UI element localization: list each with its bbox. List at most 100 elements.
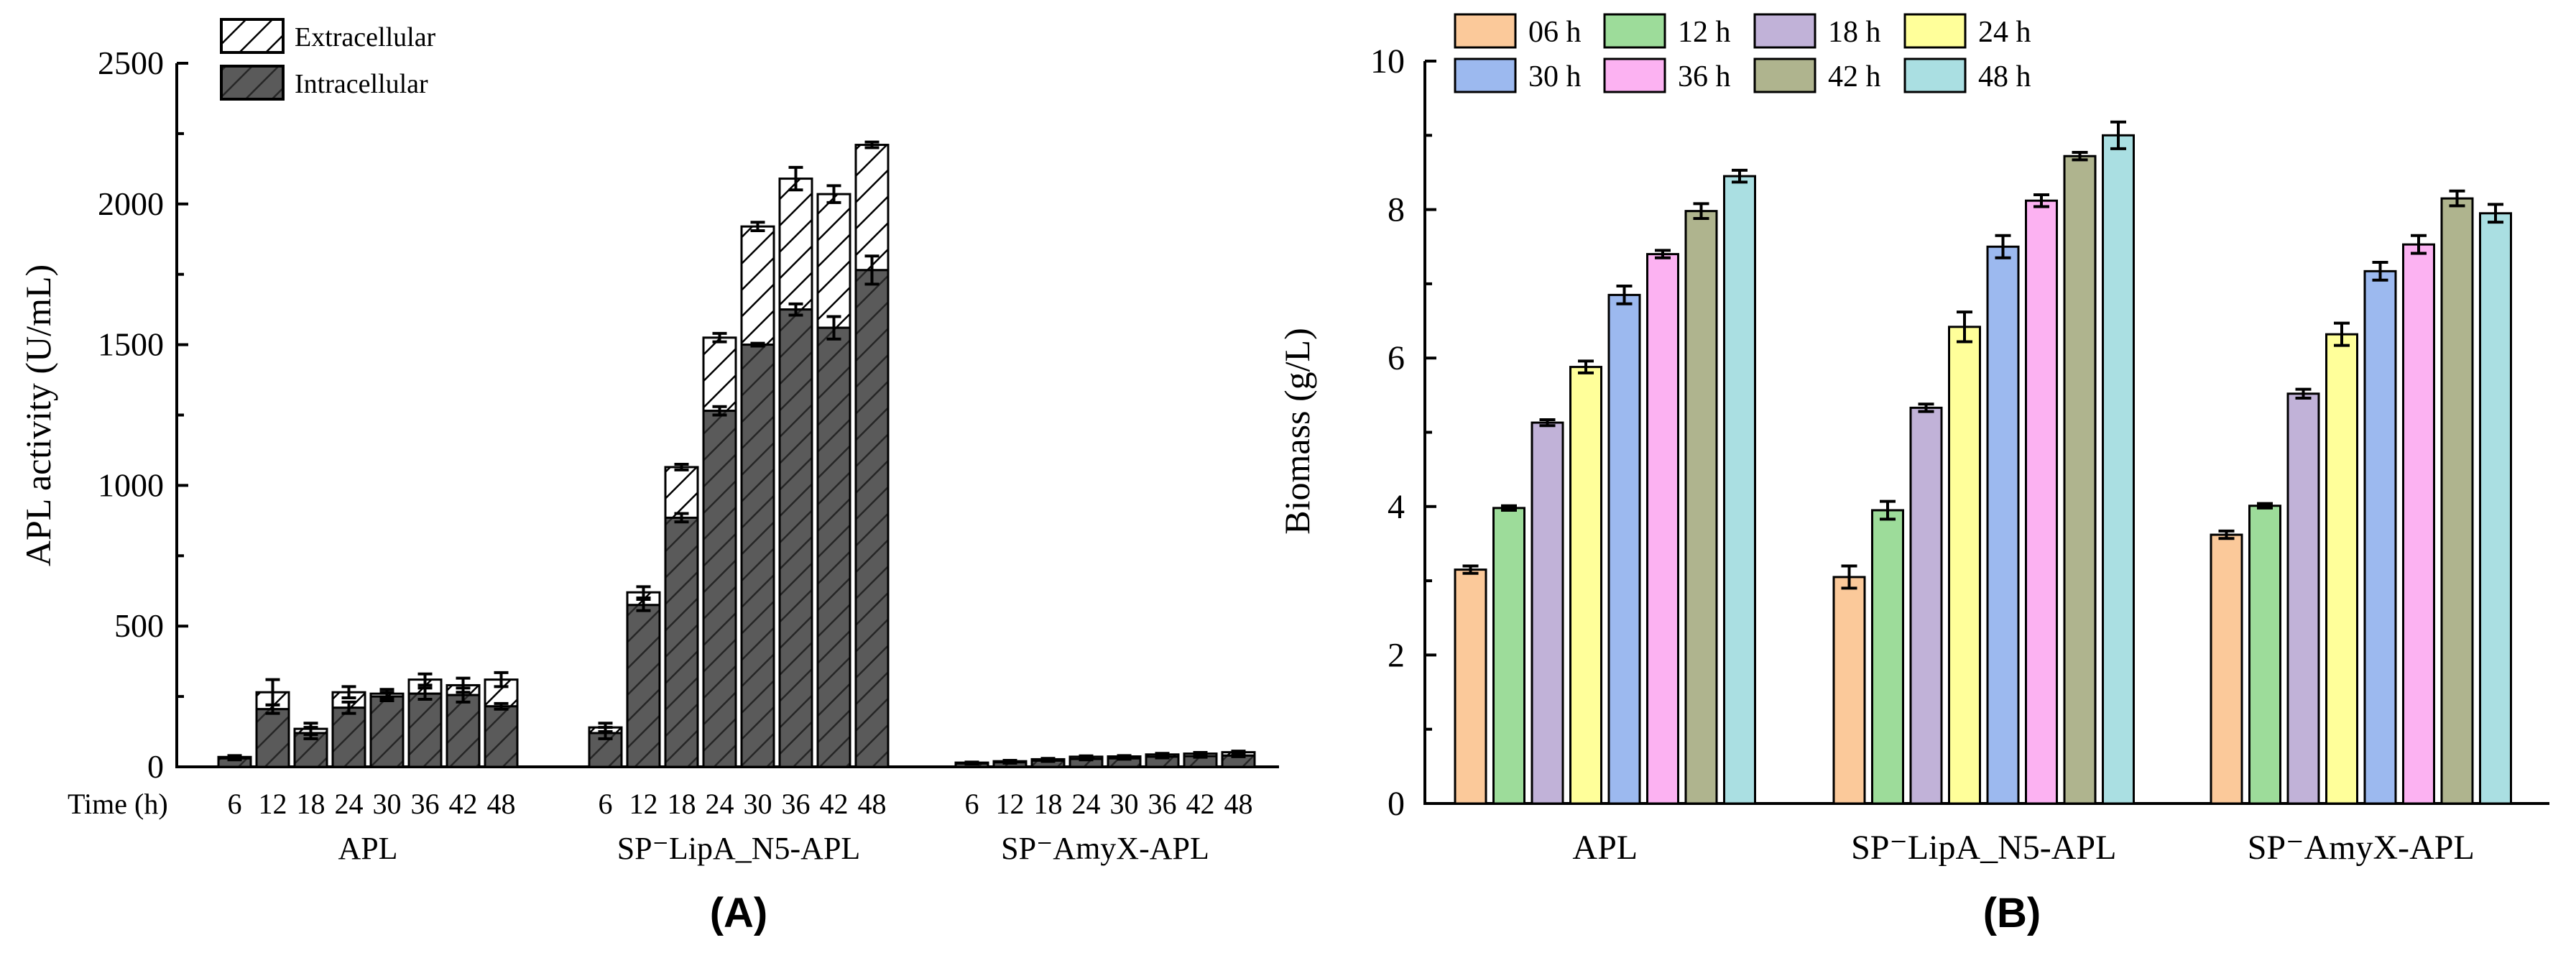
error-bar-intracellular [1002, 760, 1017, 765]
bar-intracellular [446, 694, 481, 768]
error-bar-total [750, 221, 765, 233]
bar-biomass [2025, 199, 2058, 805]
error-bar-total [341, 685, 356, 700]
legend-item-06h: 06 h [1454, 13, 1582, 49]
error-bar-intracellular [674, 512, 689, 524]
panel-a-x-tick-label: 6 [228, 788, 242, 820]
bar-biomass [1871, 509, 1904, 805]
error-bar-intracellular [303, 726, 318, 740]
panel-a-x-tick-label: 48 [858, 788, 887, 820]
bar-biomass [1569, 366, 1602, 805]
panel-a-x-tick-label: 48 [487, 788, 516, 820]
panel-b-y-tick-label: 10 [1370, 42, 1405, 80]
legend-label: 12 h [1678, 16, 1731, 49]
legend-swatch [1454, 57, 1517, 93]
bar-biomass [1948, 326, 1981, 805]
error-bar-biomass [2218, 529, 2235, 540]
error-bar-biomass [1841, 564, 1857, 590]
bar-biomass [1531, 421, 1564, 805]
panel-a-y-label: APL activity (U/mL) [18, 264, 58, 566]
bar-biomass [1723, 175, 1756, 805]
error-bar-biomass [1995, 234, 2011, 259]
legend-swatch [1603, 57, 1666, 93]
bar-extracellular [702, 336, 737, 413]
legend-label-extracellular: Extracellular [295, 22, 436, 52]
panel-b-y-label: Biomass (g/L) [1277, 328, 1317, 534]
error-bar-biomass [1501, 504, 1517, 512]
bar-biomass [1909, 406, 1943, 805]
legend-swatch [1454, 13, 1517, 49]
panel-a-y-tick-label: 500 [114, 607, 164, 644]
bar-intracellular [854, 269, 890, 768]
error-bar-total [712, 331, 727, 344]
bar-biomass [2063, 155, 2097, 805]
panel-a-group-label: SP⁻LipA_N5-APL [617, 831, 861, 866]
error-bar-biomass [2295, 387, 2312, 400]
error-bar-total [1231, 750, 1246, 755]
legend-item-18h: 18 h [1753, 13, 1881, 49]
error-bar-intracellular [1155, 754, 1170, 760]
panel-a-x-tick-label: 6 [599, 788, 613, 820]
error-bar-total [826, 184, 841, 204]
panel-a-x-tick-label: 18 [297, 788, 326, 820]
panel-b-y-tick-label: 2 [1388, 636, 1405, 674]
error-bar-intracellular [1231, 752, 1246, 758]
panel-a-x-tick-label: 48 [1224, 788, 1253, 820]
error-bar-intracellular [964, 761, 979, 766]
error-bar-intracellular [864, 254, 880, 286]
error-bar-biomass [1918, 402, 1934, 413]
bar-extracellular [778, 178, 813, 311]
legend-label: 30 h [1528, 60, 1582, 93]
error-bar-intracellular [750, 341, 765, 348]
bar-intracellular [293, 732, 328, 768]
legend-label-intracellular: Intracellular [295, 69, 428, 99]
bar-biomass [1986, 245, 2020, 805]
panel-a-x-tick-label: 36 [1148, 788, 1177, 820]
bar-biomass [1607, 293, 1641, 805]
bar-intracellular [407, 692, 443, 768]
legend-label: 06 h [1528, 16, 1582, 49]
error-bar-biomass [1957, 310, 1972, 344]
panel-a-y-tick-label: 2500 [98, 45, 164, 81]
panel-a-legend: Extracellular Intracellular [220, 18, 436, 101]
panel-a-x-tick-label: 12 [259, 788, 287, 820]
error-bar-intracellular [1040, 758, 1056, 763]
error-bar-total [864, 140, 880, 149]
error-bar-total [417, 672, 433, 687]
error-bar-intracellular [227, 755, 242, 762]
bar-intracellular [626, 604, 661, 768]
legend-item-12h: 12 h [1603, 13, 1731, 49]
panel-a-x-tick-label: 18 [668, 788, 696, 820]
bar-intracellular [740, 344, 775, 768]
error-bar-biomass [2372, 260, 2388, 282]
error-bar-intracellular [826, 315, 841, 341]
error-bar-biomass [1655, 249, 1671, 259]
error-bar-intracellular [788, 302, 803, 317]
legend-label: 24 h [1978, 16, 2031, 49]
legend-swatch [1603, 13, 1666, 49]
panel-b-category-label: SP⁻AmyX-APL [2248, 829, 2475, 867]
bar-extracellular [740, 225, 775, 346]
bar-biomass [2363, 270, 2397, 805]
panel-a-x-tick-label: 30 [1110, 788, 1139, 820]
panel-b-label: (B) [1983, 890, 2041, 936]
panel-a-x-tick-label: 18 [1034, 788, 1063, 820]
panel-b-category-label: SP⁻LipA_N5-APL [1851, 829, 2116, 867]
error-bar-intracellular [712, 405, 727, 417]
error-bar-total [674, 463, 689, 471]
legend-label: 48 h [1978, 60, 2031, 93]
bar-biomass [2325, 333, 2358, 805]
legend-item-30h: 30 h [1454, 57, 1582, 93]
legend-swatch [1903, 57, 1967, 93]
legend-swatch-intracellular [220, 65, 285, 101]
error-bar-intracellular [1079, 756, 1094, 762]
panel-a-x-tick-label: 36 [411, 788, 440, 820]
error-bar-intracellular [494, 701, 509, 711]
error-bar-biomass [2449, 189, 2465, 208]
panel-a-x-tick-label: 30 [373, 788, 402, 820]
panel-a-y-tick-label: 2000 [98, 185, 164, 222]
legend-swatch-extracellular [220, 18, 285, 54]
panel-b-category-label: APL [1572, 829, 1638, 867]
panel-a-y-tick-label: 1500 [98, 326, 164, 363]
